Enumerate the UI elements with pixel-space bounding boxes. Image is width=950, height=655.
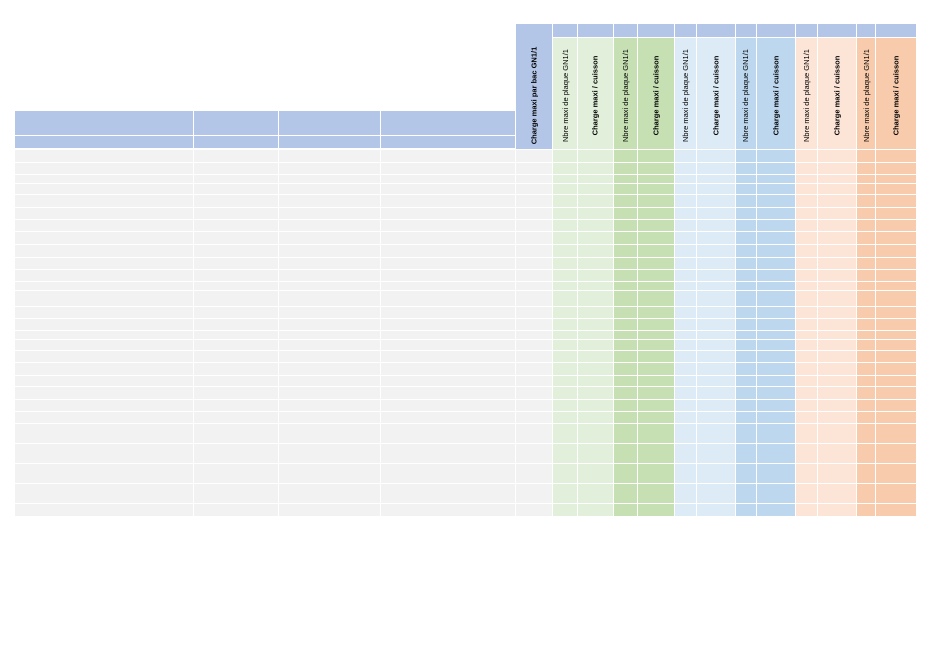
- group-top-band: [675, 24, 735, 37]
- row-line: [15, 244, 916, 245]
- row-line: [15, 269, 916, 270]
- nbre-label-cell: Nbre maxi de plaque GN1/1: [857, 40, 875, 150]
- left-subheader-band: [15, 136, 515, 148]
- row-line: [15, 174, 916, 175]
- nbre-label: Nbre maxi de plaque GN1/1: [802, 48, 811, 142]
- group-top-band: [796, 24, 856, 37]
- row-line: [15, 162, 916, 163]
- charge-label-cell: Charge maxi / cuisson: [875, 40, 916, 150]
- column-line: [380, 111, 381, 516]
- row-line: [15, 306, 916, 307]
- column-line: [637, 24, 638, 516]
- row-line: [15, 443, 916, 444]
- charge-bac-label-cell: Charge maxi par bac GN1/1: [516, 40, 552, 150]
- row-line: [15, 290, 916, 291]
- nbre-label: Nbre maxi de plaque GN1/1: [560, 48, 570, 142]
- nbre-label: Nbre maxi de plaque GN1/1: [680, 48, 690, 142]
- group-column: [637, 38, 674, 516]
- group-top-band: [553, 24, 613, 37]
- group-column: [577, 38, 613, 516]
- charge-label: Charge maxi / cuisson: [891, 55, 900, 135]
- row-line: [15, 149, 916, 150]
- group-top-band: [736, 24, 795, 37]
- row-line: [15, 257, 916, 258]
- row-line: [15, 339, 916, 340]
- column-line: [875, 24, 876, 516]
- row-line: [15, 399, 916, 400]
- charge-bac-label: Charge maxi par bac GN1/1: [529, 46, 539, 144]
- charge-bac-header-cell: [516, 24, 552, 149]
- row-line: [15, 183, 916, 184]
- column-line: [552, 24, 553, 516]
- group-column: [553, 38, 577, 516]
- charge-label: Charge maxi / cuisson: [771, 55, 780, 135]
- column-line: [856, 24, 857, 516]
- row-line: [15, 281, 916, 282]
- column-line: [193, 111, 194, 516]
- row-line: [15, 516, 916, 517]
- nbre-label-cell: Nbre maxi de plaque GN1/1: [735, 40, 756, 150]
- row-line: [15, 411, 916, 412]
- column-line: [795, 24, 796, 516]
- column-line: [735, 24, 736, 516]
- charge-label: Charge maxi / cuisson: [651, 55, 660, 135]
- column-line: [278, 111, 279, 516]
- charge-label-cell: Charge maxi / cuisson: [637, 40, 674, 150]
- group-column: [613, 38, 637, 516]
- row-line: [15, 375, 916, 376]
- column-line: [674, 24, 675, 516]
- row-line: [15, 219, 916, 220]
- nbre-label-cell: Nbre maxi de plaque GN1/1: [796, 40, 817, 150]
- charge-label-cell: Charge maxi / cuisson: [817, 40, 856, 150]
- charge-label-cell: Charge maxi / cuisson: [756, 40, 795, 150]
- row-line: [15, 318, 916, 319]
- column-line: [515, 24, 516, 516]
- charge-label: Charge maxi / cuisson: [832, 55, 841, 135]
- group-top-band: [857, 24, 916, 37]
- group-column: [857, 38, 875, 516]
- charge-label: Charge maxi / cuisson: [711, 55, 720, 135]
- row-line: [15, 231, 916, 232]
- charge-label: Charge maxi / cuisson: [590, 55, 600, 135]
- group-top-band: [614, 24, 674, 37]
- nbre-label: Nbre maxi de plaque GN1/1: [620, 48, 630, 142]
- nbre-label-cell: Nbre maxi de plaque GN1/1: [613, 40, 637, 150]
- table-body: [15, 149, 552, 516]
- nbre-label: Nbre maxi de plaque GN1/1: [741, 48, 750, 142]
- row-line: [15, 194, 916, 195]
- row-line: [15, 483, 916, 484]
- charge-label-cell: Charge maxi / cuisson: [696, 40, 735, 150]
- row-line: [15, 207, 916, 208]
- row-line: [15, 386, 916, 387]
- column-line: [696, 24, 697, 516]
- group-column: [735, 38, 756, 516]
- row-line: [15, 423, 916, 424]
- row-line: [15, 350, 916, 351]
- charge-label-cell: Charge maxi / cuisson: [577, 40, 613, 150]
- group-column: [696, 38, 735, 516]
- column-line: [577, 24, 578, 516]
- header-separator: [15, 135, 515, 136]
- row-line: [15, 463, 916, 464]
- group-column: [875, 38, 916, 516]
- row-line: [15, 362, 916, 363]
- column-line: [756, 24, 757, 516]
- row-line: [15, 503, 916, 504]
- left-header-band: [15, 111, 515, 135]
- nbre-label: Nbre maxi de plaque GN1/1: [861, 48, 871, 142]
- column-line: [613, 24, 614, 516]
- column-line: [817, 24, 818, 516]
- group-column: [817, 38, 856, 516]
- group-column: [756, 38, 795, 516]
- group-column: [796, 38, 817, 516]
- group-column: [674, 38, 696, 516]
- row-line: [15, 330, 916, 331]
- nbre-label-cell: Nbre maxi de plaque GN1/1: [674, 40, 696, 150]
- nbre-label-cell: Nbre maxi de plaque GN1/1: [553, 40, 577, 150]
